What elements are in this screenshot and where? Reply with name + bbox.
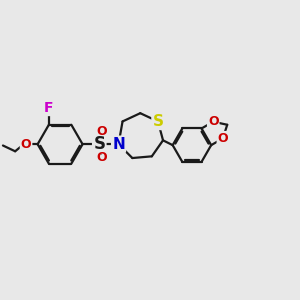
Text: O: O (21, 138, 32, 151)
Text: O: O (97, 125, 107, 138)
Text: N: N (112, 137, 125, 152)
Text: O: O (97, 151, 107, 164)
Text: O: O (218, 132, 228, 145)
Text: F: F (44, 101, 54, 115)
Text: S: S (93, 135, 105, 153)
Text: S: S (152, 114, 164, 129)
Text: O: O (208, 115, 218, 128)
